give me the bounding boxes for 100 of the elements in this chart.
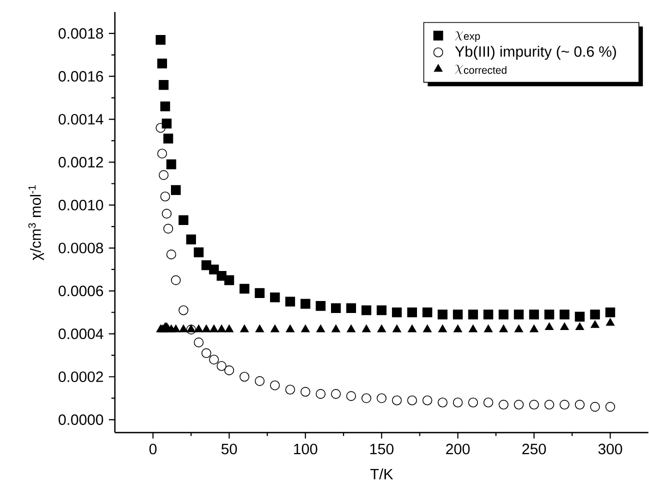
point <box>209 264 219 274</box>
y-tick-label: 0.0014 <box>58 114 104 124</box>
point <box>217 324 226 332</box>
point <box>255 324 264 332</box>
point <box>605 402 616 412</box>
point <box>254 288 265 298</box>
point <box>468 309 478 320</box>
point <box>392 307 402 318</box>
point <box>408 324 416 332</box>
point <box>186 324 196 334</box>
point <box>163 133 174 144</box>
point <box>407 307 417 318</box>
point <box>158 170 169 180</box>
point <box>166 249 176 260</box>
point <box>560 400 570 410</box>
point <box>544 400 554 410</box>
x-axis-title: T/K <box>370 468 394 480</box>
point <box>270 380 280 390</box>
x-tick-label: 300 <box>598 443 622 454</box>
point <box>210 324 218 332</box>
point <box>331 388 341 399</box>
x-tick-label: 200 <box>446 443 470 454</box>
point <box>157 148 168 158</box>
y-tick-label: 0.0006 <box>58 285 104 296</box>
point <box>514 400 524 410</box>
point <box>286 324 294 332</box>
point <box>179 324 188 332</box>
point <box>407 395 417 406</box>
point <box>392 395 402 406</box>
point <box>574 312 585 322</box>
point <box>170 275 181 285</box>
point <box>484 324 493 332</box>
point <box>270 324 280 332</box>
point <box>316 300 326 311</box>
y-tick-label: 0.0012 <box>58 156 103 168</box>
point <box>201 348 212 358</box>
point <box>270 292 280 302</box>
y-tick-label: 0.0000 <box>58 414 104 425</box>
y-axis-title: χ/cm$^{3}$ mol$^{-1}$ <box>28 184 44 260</box>
point <box>216 360 226 371</box>
point <box>194 247 204 257</box>
point <box>590 320 600 328</box>
point <box>240 324 249 332</box>
point <box>438 324 447 332</box>
point <box>156 34 166 45</box>
y-tick-label: 0.0018 <box>58 28 104 38</box>
y-tick-label: 0.0002 <box>58 371 103 382</box>
point <box>530 324 538 332</box>
point <box>163 224 174 234</box>
point <box>346 302 356 313</box>
point <box>331 302 341 313</box>
point <box>452 397 463 408</box>
point <box>529 400 539 410</box>
point <box>454 324 462 332</box>
point <box>560 322 569 330</box>
point <box>377 324 386 332</box>
point <box>224 365 234 375</box>
point <box>316 388 326 399</box>
point <box>332 324 340 332</box>
point <box>361 393 372 403</box>
point <box>162 118 172 128</box>
point <box>202 324 211 332</box>
x-tick-label: 100 <box>294 443 318 454</box>
point <box>514 324 524 332</box>
point <box>498 309 508 320</box>
point <box>178 214 188 225</box>
point <box>468 397 478 408</box>
point <box>224 275 234 285</box>
point <box>194 337 204 348</box>
point <box>160 191 170 202</box>
x-tick-label: 150 <box>370 443 394 454</box>
point <box>392 324 402 332</box>
x-tick-label: 250 <box>522 443 546 454</box>
point <box>362 324 371 332</box>
point <box>160 101 170 112</box>
point <box>346 324 356 332</box>
point <box>468 324 478 332</box>
point <box>240 372 250 382</box>
y-tick-label: 0.0008 <box>58 242 104 254</box>
point <box>499 324 508 332</box>
point <box>606 318 615 326</box>
point <box>422 307 432 318</box>
point <box>483 309 494 320</box>
point <box>162 208 172 218</box>
point <box>194 324 204 332</box>
point <box>438 309 448 320</box>
point <box>376 393 387 403</box>
point <box>514 309 524 320</box>
point <box>300 298 310 308</box>
point <box>186 324 196 332</box>
point <box>483 397 494 408</box>
point <box>224 324 234 332</box>
legend-label: $\chi_{\mathrm{exp}}$ <box>455 31 480 42</box>
point <box>590 309 600 320</box>
point <box>438 397 448 408</box>
point <box>178 305 188 315</box>
point <box>452 309 463 320</box>
legend-label: Yb(III) impurity (~ 0.6 %) <box>455 46 616 60</box>
point <box>216 270 226 281</box>
point <box>285 296 296 306</box>
